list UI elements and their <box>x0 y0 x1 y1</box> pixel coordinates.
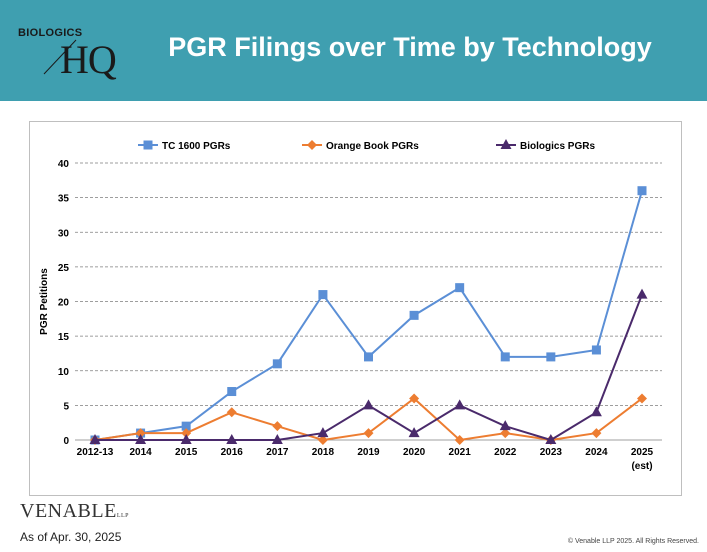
x-tick-label: 2023 <box>540 447 563 458</box>
data-point <box>636 288 648 299</box>
data-point <box>364 352 373 362</box>
x-tick-label: 2019 <box>357 447 380 458</box>
legend-label: Orange Book PGRs <box>326 141 419 152</box>
x-tick-label: 2015 <box>175 447 198 458</box>
data-point <box>317 427 329 438</box>
data-point <box>272 359 282 369</box>
data-point <box>318 290 328 300</box>
y-tick-label: 5 <box>63 401 69 412</box>
data-point <box>500 352 510 362</box>
data-point <box>454 435 465 445</box>
data-point <box>271 434 283 444</box>
firm-suffix: LLP <box>116 513 129 519</box>
firm-name: VENABLE <box>20 500 117 522</box>
venable-logo: VENABLELLP <box>20 500 129 523</box>
y-tick-label: 20 <box>58 298 70 309</box>
x-tick-label: 2021 <box>449 447 472 458</box>
legend-marker <box>143 140 153 150</box>
page-title: PGR Filings over Time by Technology <box>168 32 652 62</box>
legend-marker <box>307 140 317 150</box>
data-point <box>455 283 465 293</box>
as-of-date: As of Apr. 30, 2025 <box>20 530 122 544</box>
data-point <box>545 434 557 444</box>
data-point <box>226 407 237 418</box>
data-point <box>226 434 238 444</box>
data-point <box>272 421 283 432</box>
x-tick-label: 2024 <box>585 447 608 458</box>
data-point <box>180 434 192 444</box>
data-point <box>590 406 602 417</box>
data-point <box>409 310 419 320</box>
header-banner: BIOLOGICS HQ PGR Filings over Time by Te… <box>0 0 707 101</box>
logo-text-main: HQ <box>60 37 117 82</box>
x-tick-sublabel: (est) <box>631 461 652 472</box>
data-point <box>637 186 647 196</box>
data-point <box>317 435 328 445</box>
data-point <box>363 399 374 410</box>
data-point <box>227 387 237 397</box>
data-point <box>181 428 192 439</box>
series-line <box>95 294 643 442</box>
data-point <box>409 393 420 404</box>
y-tick-label: 30 <box>58 228 70 239</box>
data-point <box>591 345 601 355</box>
y-axis-label: PGR Petitions <box>39 268 50 335</box>
legend-label: Biologics PGRs <box>520 141 595 152</box>
legend-marker <box>500 139 512 149</box>
y-tick-label: 40 <box>58 159 70 170</box>
y-tick-label: 10 <box>58 367 70 378</box>
data-point <box>499 420 511 431</box>
chart-frame: 0 5 10 15 20 25 30 35 40 PGR Petitions 2012-13 2014… <box>29 121 682 496</box>
data-point <box>408 427 420 438</box>
logo-slash-icon <box>43 39 77 75</box>
x-tick-label: 2025 <box>631 447 654 458</box>
x-tick-label: 2016 <box>221 447 244 458</box>
data-point <box>135 428 146 439</box>
data-point <box>89 434 101 444</box>
data-point <box>454 399 466 410</box>
logo-text-top: BIOLOGICS <box>18 27 83 39</box>
biologics-hq-logo: BIOLOGICS HQ <box>14 22 132 82</box>
y-tick-label: 25 <box>58 263 70 274</box>
data-point <box>591 428 602 439</box>
x-tick-label: 2017 <box>266 447 289 458</box>
data-point <box>546 352 556 362</box>
copyright-notice: © Venable LLP 2025. All Rights Reserved. <box>567 538 699 545</box>
data-point <box>135 434 147 444</box>
data-point <box>500 428 511 439</box>
x-tick-label: 2018 <box>312 447 335 458</box>
data-point <box>363 428 374 439</box>
y-tick-label: 0 <box>63 436 69 447</box>
x-tick-label: 2012-13 <box>77 447 114 458</box>
data-point <box>181 421 191 431</box>
x-tick-label: 2014 <box>129 447 152 458</box>
y-tick-label: 35 <box>58 194 70 205</box>
data-point <box>637 393 647 404</box>
x-tick-label: 2022 <box>494 447 517 458</box>
legend-label: TC 1600 PGRs <box>162 141 231 152</box>
y-tick-label: 15 <box>58 332 70 343</box>
x-tick-label: 2020 <box>403 447 426 458</box>
